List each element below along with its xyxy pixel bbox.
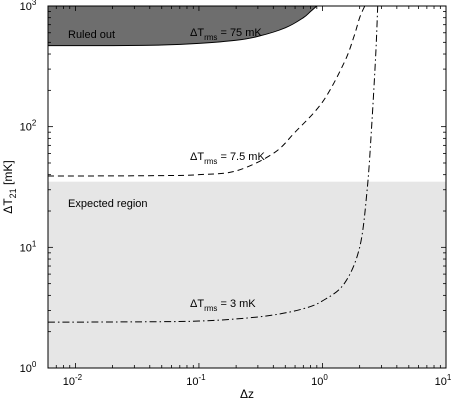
axes-box	[47, 5, 447, 369]
y-tick-label-exponent: 3	[32, 0, 37, 7]
series-3mk-label-subscript: rms	[204, 304, 217, 313]
series-75mk-label-value: = 75 mK	[217, 27, 262, 39]
y-tick-label-exponent: 2	[32, 119, 37, 128]
series-7-5mk-label-subscript: rms	[204, 157, 217, 166]
series-75mk-label: ΔTrms = 75 mK	[190, 27, 262, 42]
series-layer	[48, 6, 379, 323]
series-7-5mk-label-value: = 7.5 mK	[217, 151, 265, 163]
series-7-5mk-label-main: ΔT	[190, 151, 204, 163]
series-75mk-label-main: ΔT	[190, 27, 204, 39]
y-tick-label-base: 10	[20, 122, 32, 134]
x-tick-label-base: 10	[186, 376, 198, 388]
y-tick-label-exponent: 0	[32, 360, 37, 369]
series-3mk-line	[48, 6, 379, 323]
plot-frame	[47, 5, 447, 369]
series-3mk-label-main: ΔT	[190, 298, 204, 310]
x-tick-label: 10-1	[186, 373, 206, 388]
y-tick-label: 103	[20, 0, 37, 13]
series-3mk-label-value: = 3 mK	[217, 298, 256, 310]
x-tick-label-base: 10	[435, 376, 447, 388]
x-axis-label: Δz	[240, 387, 254, 401]
y-tick-label-base: 10	[20, 242, 32, 254]
series-7-5mk-line	[48, 6, 366, 177]
y-tick-label-exponent: 1	[32, 239, 37, 248]
x-tick-label: 10-2	[63, 373, 83, 388]
y-axis-label: ΔT21 [mK]	[1, 160, 18, 213]
x-tick-label-base: 10	[63, 376, 75, 388]
series-75mk-label-subscript: rms	[204, 33, 217, 42]
regions-layer	[48, 6, 446, 368]
x-tick-label-exponent: 0	[323, 373, 328, 382]
x-tick-label-exponent: 1	[447, 373, 452, 382]
series-75mk-line	[48, 6, 318, 47]
ticks-layer	[47, 5, 447, 369]
y-tick-label-base: 10	[20, 363, 32, 375]
y-tick-label-base: 10	[20, 1, 32, 13]
x-tick-label-exponent: -2	[75, 373, 83, 382]
series-7-5mk-label: ΔTrms = 7.5 mK	[190, 151, 265, 166]
x-tick-label-exponent: -1	[198, 373, 206, 382]
ruled-out-fill	[48, 6, 317, 46]
series-3mk-label: ΔTrms = 3 mK	[190, 298, 256, 313]
expected-region-label: Expected region	[68, 198, 148, 210]
x-tick-label: 101	[435, 373, 452, 388]
y-axis-label-unit: [mK]	[1, 160, 15, 188]
ruled-out-label: Ruled out	[68, 29, 115, 41]
expected-region-fill	[48, 181, 446, 368]
y-tick-label: 100	[20, 360, 37, 375]
y-axis-label-main: ΔT	[1, 198, 15, 214]
y-tick-label: 102	[20, 119, 37, 134]
x-tick-label-base: 10	[311, 376, 323, 388]
y-axis-label-subscript: 21	[8, 188, 18, 198]
y-tick-label: 101	[20, 239, 37, 254]
x-tick-label: 100	[311, 373, 328, 388]
